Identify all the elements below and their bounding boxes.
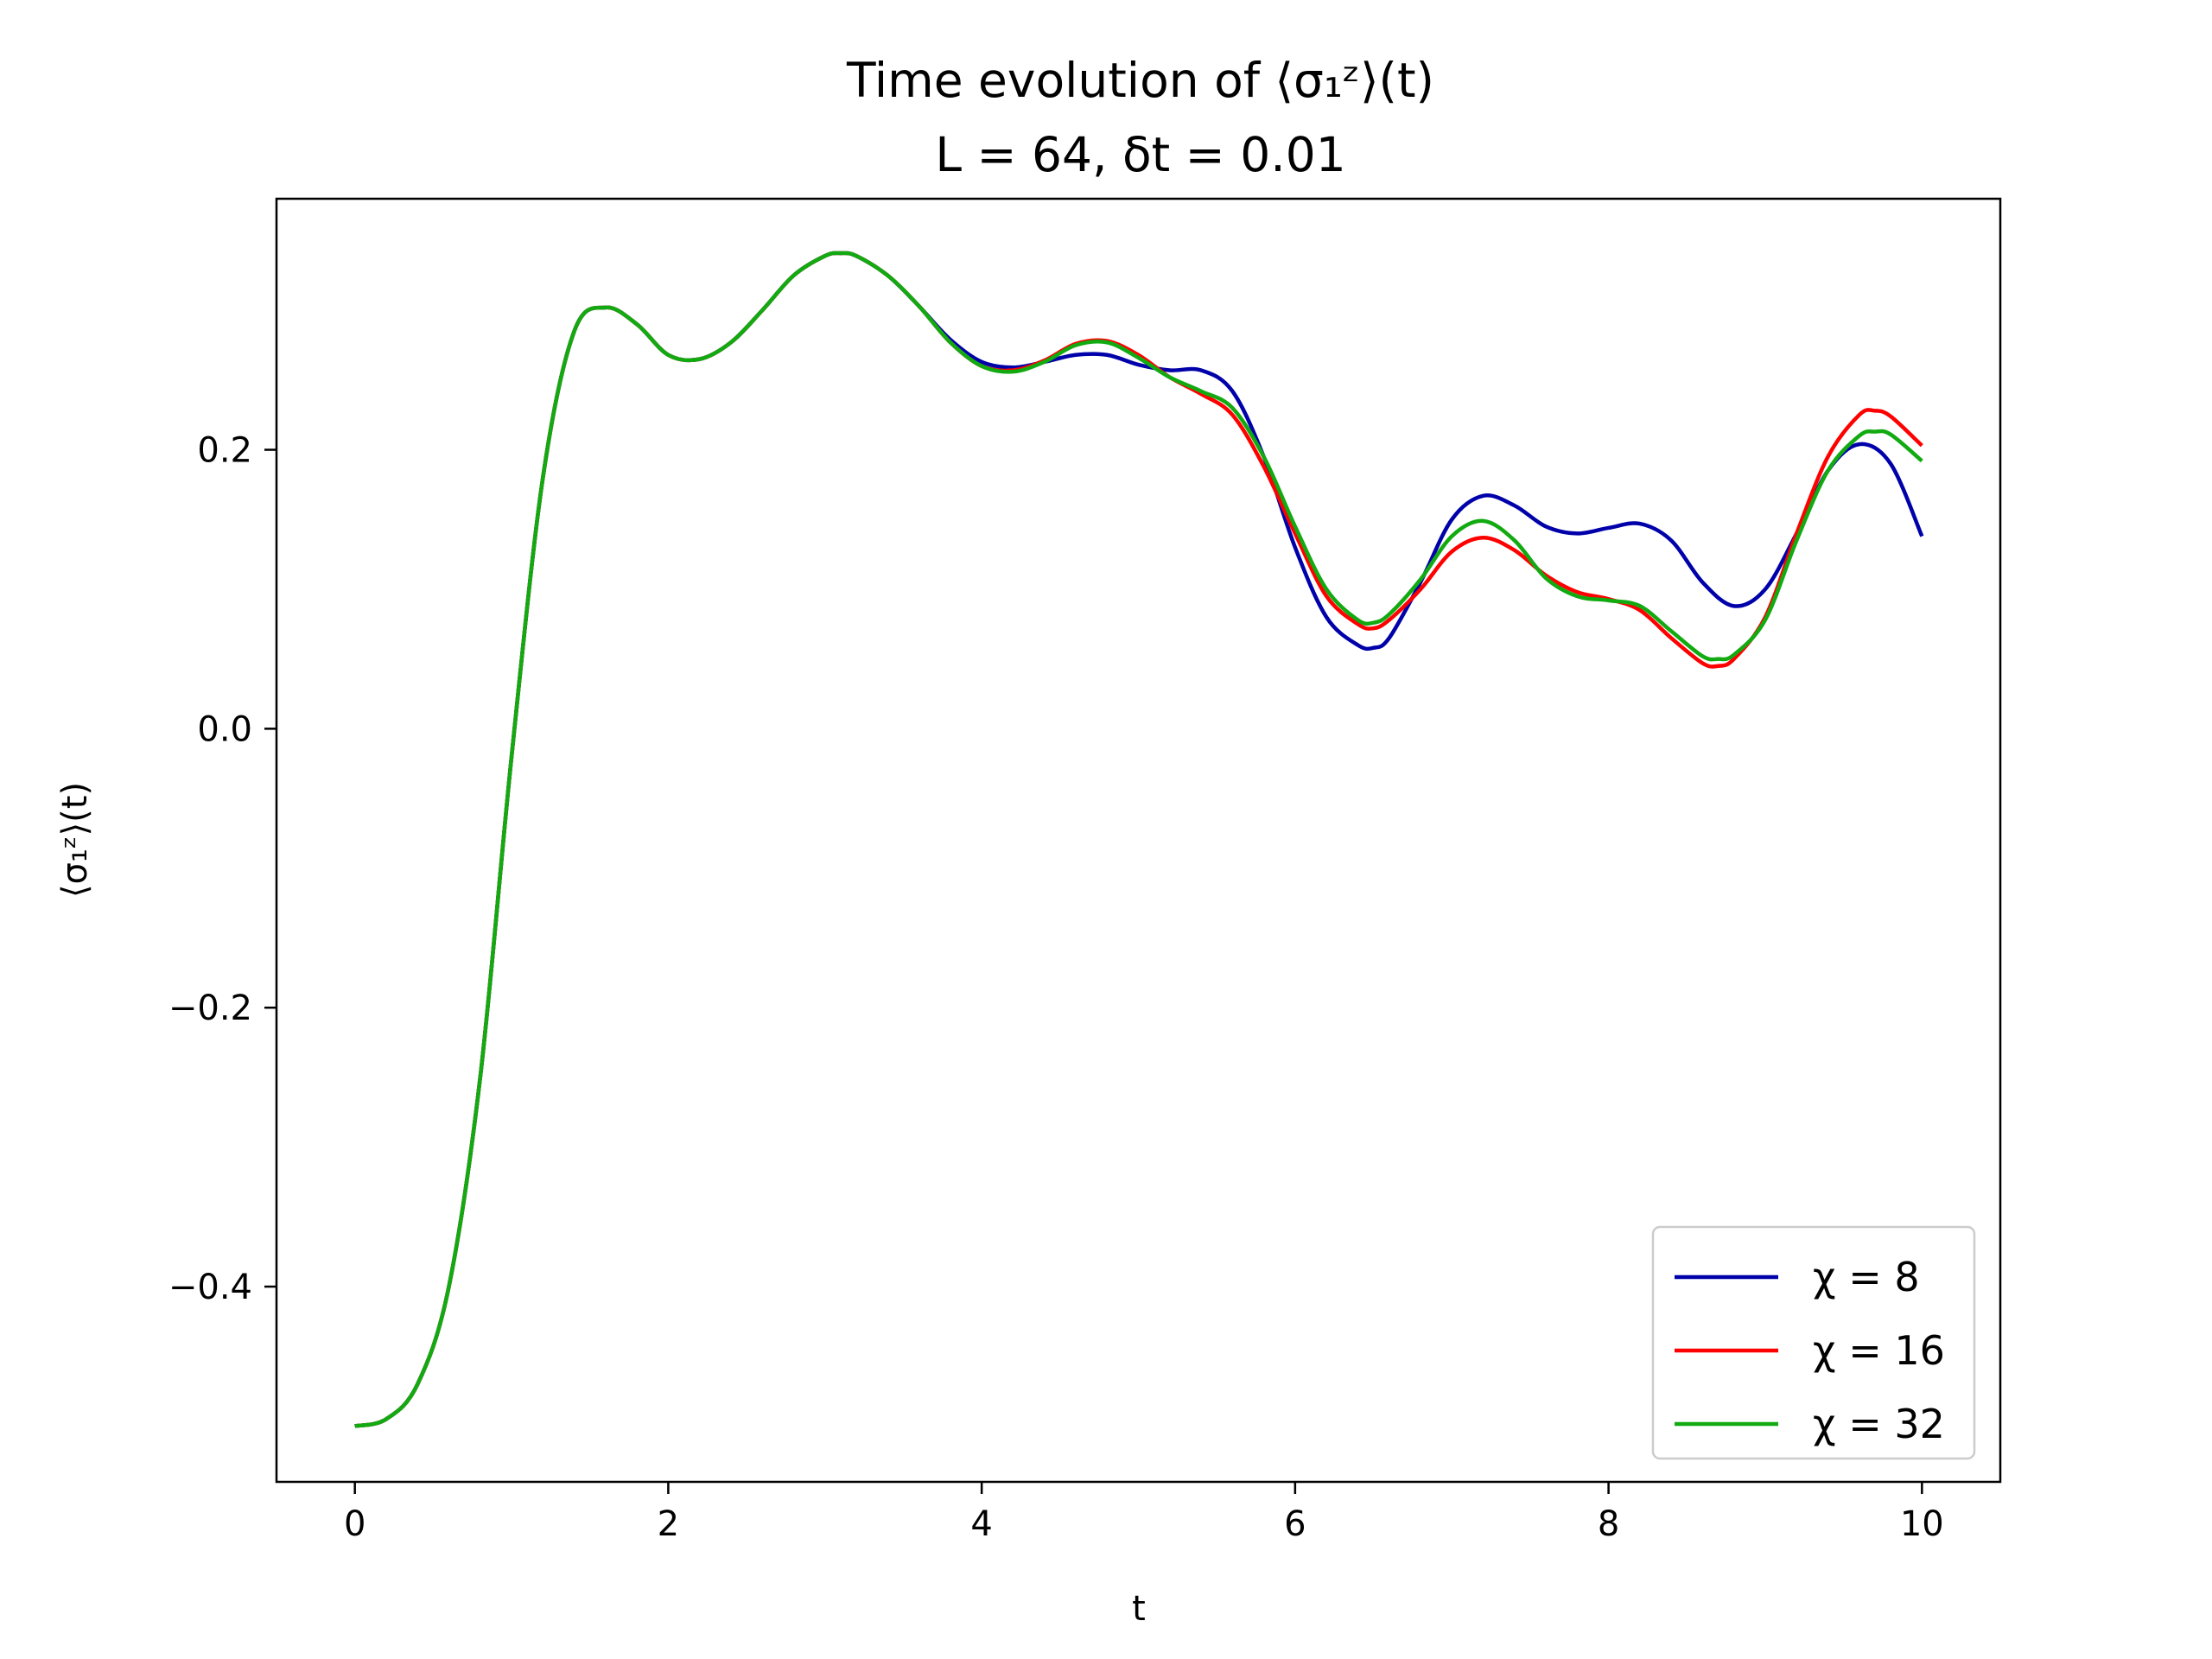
x-tick-label: 8	[1598, 1504, 1619, 1544]
y-tick-label: −0.2	[168, 988, 252, 1028]
y-axis-ticks: −0.4 −0.2 0.0 0.2	[168, 431, 276, 1307]
legend-label: χ = 32	[1813, 1401, 1945, 1447]
y-tick-label: −0.4	[168, 1268, 252, 1307]
y-tick-label: 0.2	[197, 431, 252, 471]
chart-title: Time evolution of ⟨σ₁ᶻ⟩(t)	[846, 53, 1434, 108]
legend-label: χ = 16	[1813, 1327, 1945, 1374]
series-lines	[354, 251, 1924, 1428]
x-axis-ticks: 0 2 4 6 8 10	[344, 1482, 1944, 1544]
legend-label: χ = 8	[1813, 1254, 1920, 1300]
x-tick-label: 6	[1284, 1504, 1306, 1544]
series-line	[354, 251, 1923, 1428]
x-tick-label: 2	[658, 1504, 679, 1544]
x-axis-label: t	[1132, 1589, 1146, 1629]
y-tick-label: 0.0	[197, 709, 252, 749]
plot-area	[275, 197, 2002, 1484]
legend: χ = 8 χ = 16 χ = 32	[1651, 1225, 1976, 1460]
x-tick-label: 4	[970, 1504, 992, 1544]
y-axis-label: ⟨σ₁ᶻ⟩(t)	[55, 782, 95, 898]
x-tick-label: 0	[344, 1504, 365, 1544]
chart-subtitle: L = 64, δt = 0.01	[935, 127, 1345, 182]
legend-entries: χ = 8 χ = 16 χ = 32	[1675, 1254, 1945, 1447]
legend-box	[1651, 1225, 1976, 1460]
x-tick-label: 10	[1900, 1504, 1944, 1544]
